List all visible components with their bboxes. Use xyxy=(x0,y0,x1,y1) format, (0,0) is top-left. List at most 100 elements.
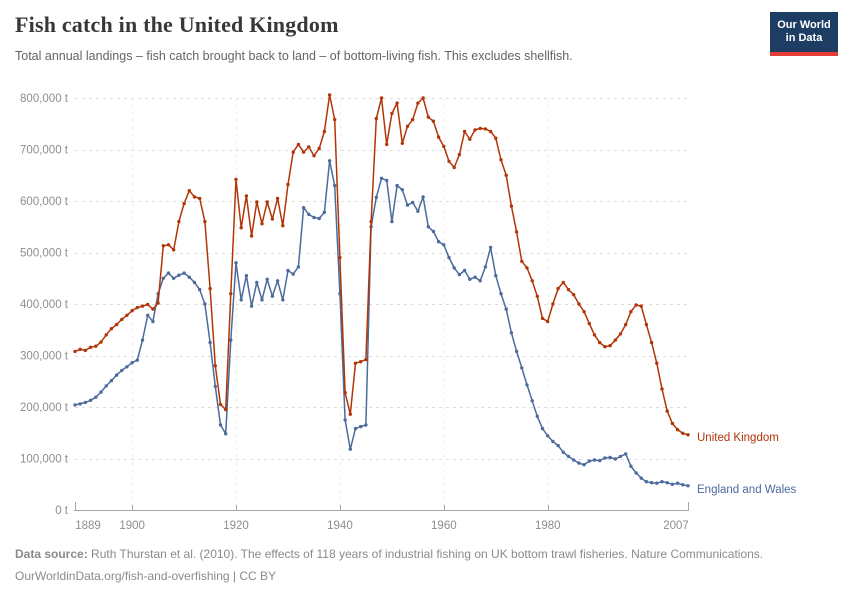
data-point-marker-united-kingdom[interactable] xyxy=(130,309,134,313)
data-point-marker-england-and-wales[interactable] xyxy=(530,399,534,403)
data-point-marker-united-kingdom[interactable] xyxy=(655,361,659,365)
data-point-marker-england-and-wales[interactable] xyxy=(146,313,150,317)
data-point-marker-united-kingdom[interactable] xyxy=(405,124,410,128)
data-point-marker-united-kingdom[interactable] xyxy=(509,204,514,208)
data-point-marker-england-and-wales[interactable] xyxy=(649,481,654,485)
data-point-marker-united-kingdom[interactable] xyxy=(530,279,534,283)
data-point-marker-england-and-wales[interactable] xyxy=(540,426,545,431)
data-point-marker-united-kingdom[interactable] xyxy=(244,194,249,198)
data-point-marker-united-kingdom[interactable] xyxy=(301,150,306,154)
data-point-marker-united-kingdom[interactable] xyxy=(514,230,519,234)
data-point-marker-united-kingdom[interactable] xyxy=(400,141,404,145)
line-chart-canvas[interactable]: 0 t 100,000 t 200,000 t 300,000 t 400,000 t 5… xyxy=(0,0,850,545)
data-point-marker-united-kingdom[interactable] xyxy=(665,409,669,413)
data-point-marker-england-and-wales[interactable] xyxy=(655,481,659,485)
data-point-marker-england-and-wales[interactable] xyxy=(327,159,332,163)
data-point-marker-england-and-wales[interactable] xyxy=(681,483,685,487)
data-point-marker-england-and-wales[interactable] xyxy=(224,432,228,436)
data-point-marker-united-kingdom[interactable] xyxy=(457,152,462,157)
data-point-marker-england-and-wales[interactable] xyxy=(312,215,316,220)
data-point-marker-united-kingdom[interactable] xyxy=(234,177,238,182)
data-point-marker-united-kingdom[interactable] xyxy=(161,244,165,248)
data-point-marker-united-kingdom[interactable] xyxy=(353,361,358,365)
data-point-marker-england-and-wales[interactable] xyxy=(218,423,223,427)
data-point-marker-england-and-wales[interactable] xyxy=(473,275,477,279)
data-point-marker-england-and-wales[interactable] xyxy=(83,400,88,405)
data-point-marker-united-kingdom[interactable] xyxy=(270,217,275,221)
data-point-marker-united-kingdom[interactable] xyxy=(411,117,415,122)
data-point-marker-united-kingdom[interactable] xyxy=(577,302,581,306)
data-point-marker-england-and-wales[interactable] xyxy=(416,209,420,213)
data-point-marker-united-kingdom[interactable] xyxy=(239,226,243,230)
data-point-marker-england-and-wales[interactable] xyxy=(639,476,643,480)
data-point-marker-england-and-wales[interactable] xyxy=(390,219,394,224)
data-point-marker-united-kingdom[interactable] xyxy=(317,146,321,151)
data-point-marker-england-and-wales[interactable] xyxy=(572,458,576,462)
data-point-marker-united-kingdom[interactable] xyxy=(104,333,108,337)
data-point-marker-united-kingdom[interactable] xyxy=(327,93,332,97)
data-point-marker-england-and-wales[interactable] xyxy=(301,206,306,210)
data-point-marker-england-and-wales[interactable] xyxy=(426,225,430,229)
data-point-marker-england-and-wales[interactable] xyxy=(286,268,290,273)
data-point-marker-england-and-wales[interactable] xyxy=(94,395,98,399)
data-point-marker-united-kingdom[interactable] xyxy=(224,407,228,412)
data-point-marker-united-kingdom[interactable] xyxy=(208,286,212,291)
data-point-marker-england-and-wales[interactable] xyxy=(187,275,191,279)
data-point-marker-united-kingdom[interactable] xyxy=(281,224,285,228)
data-point-marker-united-kingdom[interactable] xyxy=(675,428,680,432)
data-point-marker-united-kingdom[interactable] xyxy=(681,431,685,435)
data-point-marker-england-and-wales[interactable] xyxy=(670,482,675,486)
data-point-marker-england-and-wales[interactable] xyxy=(333,183,337,188)
series-line-england-and-wales[interactable] xyxy=(74,160,689,487)
data-point-marker-england-and-wales[interactable] xyxy=(447,255,451,260)
data-point-marker-united-kingdom[interactable] xyxy=(146,302,150,307)
data-point-marker-england-and-wales[interactable] xyxy=(494,274,498,278)
data-point-marker-england-and-wales[interactable] xyxy=(343,418,347,422)
data-point-marker-england-and-wales[interactable] xyxy=(161,276,165,280)
data-point-marker-united-kingdom[interactable] xyxy=(561,280,565,285)
data-point-marker-united-kingdom[interactable] xyxy=(73,349,77,354)
data-point-marker-united-kingdom[interactable] xyxy=(618,332,623,336)
data-point-marker-england-and-wales[interactable] xyxy=(457,272,462,277)
data-point-marker-united-kingdom[interactable] xyxy=(364,357,368,362)
data-point-marker-england-and-wales[interactable] xyxy=(234,261,238,265)
data-point-marker-england-and-wales[interactable] xyxy=(442,243,446,247)
data-point-marker-united-kingdom[interactable] xyxy=(598,340,602,345)
data-point-marker-united-kingdom[interactable] xyxy=(125,313,129,317)
data-point-marker-england-and-wales[interactable] xyxy=(686,484,690,488)
data-point-marker-united-kingdom[interactable] xyxy=(260,222,264,226)
data-point-marker-england-and-wales[interactable] xyxy=(265,277,269,281)
data-point-marker-united-kingdom[interactable] xyxy=(499,158,503,162)
data-point-marker-united-kingdom[interactable] xyxy=(83,348,88,353)
data-point-marker-england-and-wales[interactable] xyxy=(73,403,77,407)
data-point-marker-united-kingdom[interactable] xyxy=(603,345,607,349)
data-point-marker-united-kingdom[interactable] xyxy=(78,347,82,351)
data-point-marker-united-kingdom[interactable] xyxy=(333,117,337,122)
data-point-marker-england-and-wales[interactable] xyxy=(395,183,399,188)
data-point-marker-united-kingdom[interactable] xyxy=(249,234,254,238)
data-point-marker-england-and-wales[interactable] xyxy=(135,358,139,362)
data-point-marker-united-kingdom[interactable] xyxy=(639,304,643,308)
data-point-marker-united-kingdom[interactable] xyxy=(151,307,155,311)
data-point-marker-england-and-wales[interactable] xyxy=(400,188,404,192)
data-point-marker-united-kingdom[interactable] xyxy=(546,319,550,324)
data-point-marker-united-kingdom[interactable] xyxy=(608,344,612,348)
series-label-england-and-wales[interactable]: England and Wales xyxy=(697,484,797,496)
data-point-marker-england-and-wales[interactable] xyxy=(582,463,586,467)
data-point-marker-united-kingdom[interactable] xyxy=(582,310,586,314)
data-point-marker-england-and-wales[interactable] xyxy=(192,280,197,285)
data-point-marker-england-and-wales[interactable] xyxy=(598,458,602,463)
data-point-marker-england-and-wales[interactable] xyxy=(99,390,103,394)
data-point-marker-united-kingdom[interactable] xyxy=(447,159,451,163)
data-point-marker-united-kingdom[interactable] xyxy=(494,136,498,140)
data-point-marker-united-kingdom[interactable] xyxy=(255,200,259,204)
data-point-marker-england-and-wales[interactable] xyxy=(431,229,436,234)
data-point-marker-united-kingdom[interactable] xyxy=(109,327,114,331)
data-point-marker-england-and-wales[interactable] xyxy=(359,424,363,429)
data-point-marker-england-and-wales[interactable] xyxy=(114,373,119,377)
data-point-marker-england-and-wales[interactable] xyxy=(618,454,623,459)
data-point-marker-united-kingdom[interactable] xyxy=(535,294,539,298)
data-point-marker-united-kingdom[interactable] xyxy=(187,189,191,193)
data-point-marker-england-and-wales[interactable] xyxy=(483,265,488,269)
data-point-marker-united-kingdom[interactable] xyxy=(686,433,690,437)
